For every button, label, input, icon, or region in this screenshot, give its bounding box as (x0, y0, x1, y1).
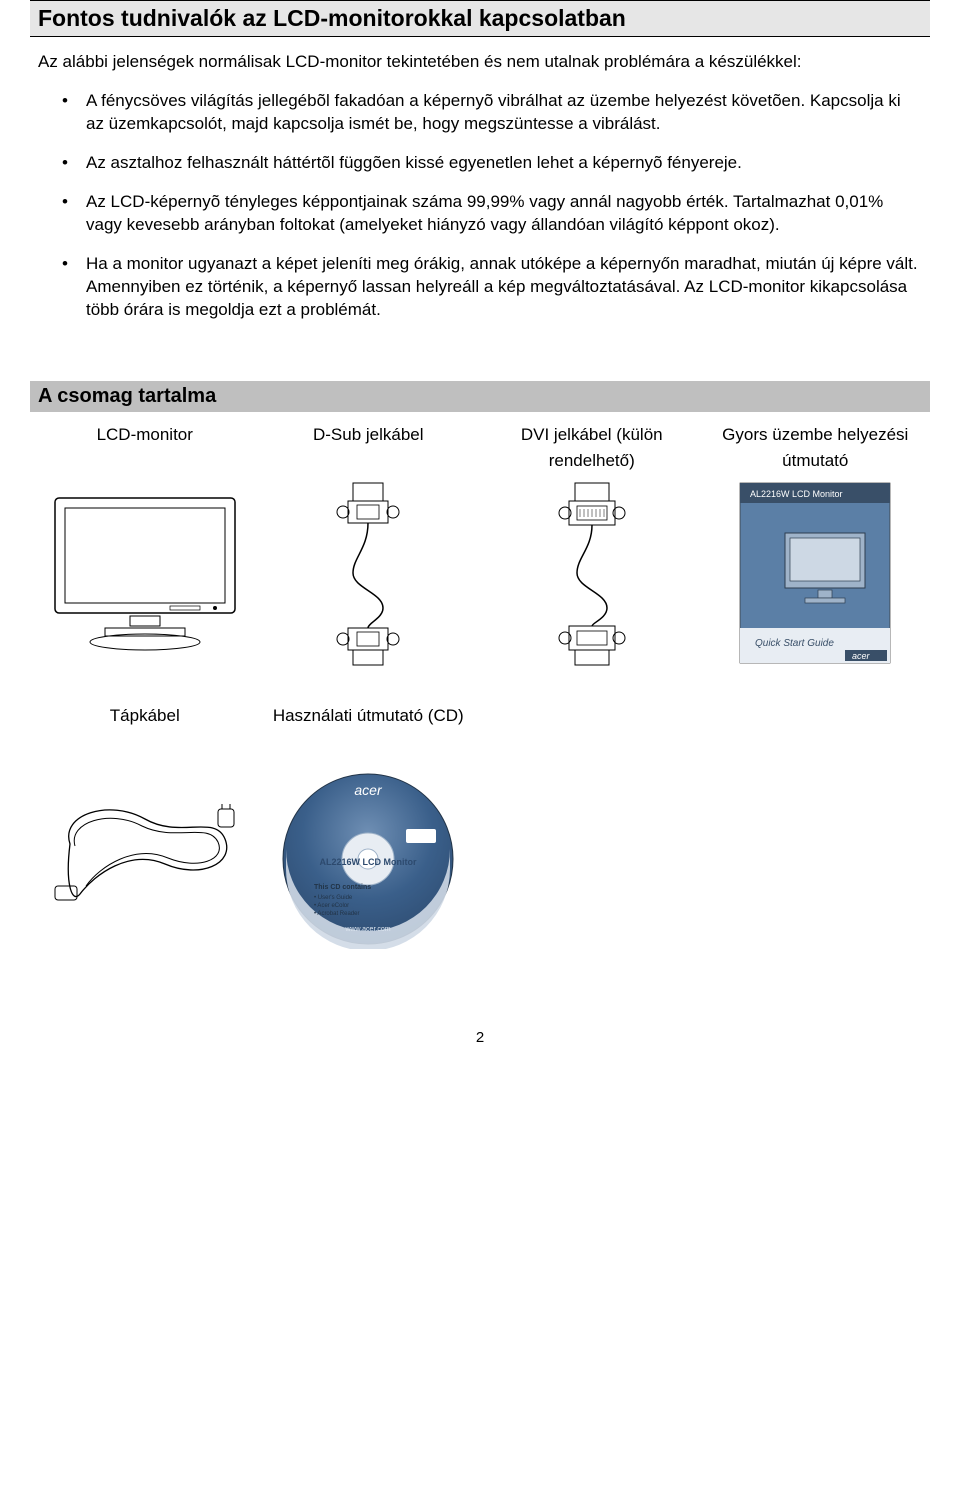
cable-icon (547, 478, 637, 668)
document-page: Fontos tudnivalók az LCD-monitorokkal ka… (0, 0, 960, 1086)
guide-brand-text: acer (852, 651, 871, 661)
contents-row1-labels: LCD-monitor D-Sub jelkábel DVI jelkábel … (38, 422, 922, 473)
monitor-illustration (38, 473, 252, 673)
list-item: Az asztalhoz felhasznált háttértõl függõ… (66, 152, 922, 175)
quick-start-guide-illustration: AL2216W LCD Monitor Quick Start Guide ac… (709, 473, 923, 673)
list-item: Az LCD-képernyõ tényleges képpontjainak … (66, 191, 922, 237)
item-label: Gyors üzembe helyezési útmutató (709, 422, 923, 473)
bullet-list: A fénycsöves világítás jellegébõl fakadó… (38, 90, 922, 322)
contents-row2-labels: Tápkábel Használati útmutató (CD) (38, 703, 922, 729)
main-heading: Fontos tudnivalók az LCD-monitorokkal ka… (30, 0, 930, 37)
cd-site-text: www.acer.com (345, 926, 391, 933)
list-item: A fénycsöves világítás jellegébõl fakadó… (66, 90, 922, 136)
dvi-cable-illustration (485, 473, 699, 673)
cable-icon (323, 478, 413, 668)
cd-line-text: • Acrobat Reader (314, 911, 359, 917)
cd-model-text: AL2216W LCD Monitor (320, 857, 417, 867)
list-item: Ha a monitor ugyanazt a képet jeleníti m… (66, 253, 922, 322)
power-cable-illustration (38, 759, 252, 959)
intro-text: Az alábbi jelenségek normálisak LCD-moni… (38, 51, 922, 74)
guide-model-text: AL2216W LCD Monitor (750, 489, 843, 499)
cd-line-text: • User's Guide (314, 895, 353, 901)
item-label: Használati útmutató (CD) (262, 703, 476, 729)
dsub-cable-illustration (262, 473, 476, 673)
contents-heading: A csomag tartalma (30, 381, 930, 412)
contents-row2-images: acer AL2216W LCD Monitor This CD contain… (38, 759, 922, 959)
guide-icon: AL2216W LCD Monitor Quick Start Guide ac… (730, 478, 900, 668)
cd-line-text: • Acer eColor (314, 903, 349, 909)
manual-cd-illustration: acer AL2216W LCD Monitor This CD contain… (262, 759, 476, 959)
monitor-icon (45, 488, 245, 658)
contents-row1-images: AL2216W LCD Monitor Quick Start Guide ac… (38, 473, 922, 673)
cd-brand-text: acer (355, 782, 384, 798)
item-label: DVI jelkábel (külön rendelhető) (485, 422, 699, 473)
item-label: D-Sub jelkábel (262, 422, 476, 473)
cd-icon: acer AL2216W LCD Monitor This CD contain… (278, 769, 458, 949)
item-label: LCD-monitor (38, 422, 252, 473)
item-label: Tápkábel (38, 703, 252, 729)
power-cable-icon (50, 784, 240, 934)
page-number: 2 (30, 1029, 930, 1046)
cd-contains-text: This CD contains (314, 884, 371, 891)
guide-qsg-text: Quick Start Guide (755, 638, 834, 649)
